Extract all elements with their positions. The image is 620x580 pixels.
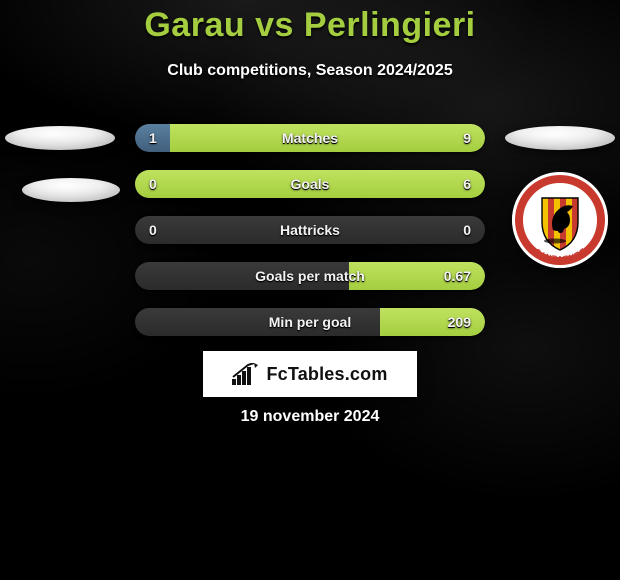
stat-value-right: 6 xyxy=(463,170,471,198)
stat-row: 0Hattricks0 xyxy=(135,216,485,244)
stat-label: Min per goal xyxy=(135,308,485,336)
title: Garau vs Perlingieri xyxy=(0,6,620,45)
right-ellipse-1 xyxy=(505,126,615,150)
stat-label: Matches xyxy=(135,124,485,152)
stat-label: Goals xyxy=(135,170,485,198)
stat-value-right: 9 xyxy=(463,124,471,152)
stat-value-right: 0.67 xyxy=(444,262,471,290)
subtitle: Club competitions, Season 2024/2025 xyxy=(0,62,620,80)
crest-svg: BENEVENTO xyxy=(512,172,608,268)
stat-bars: 1Matches90Goals60Hattricks0Goals per mat… xyxy=(135,124,485,354)
stat-value-right: 0 xyxy=(463,216,471,244)
club-crest: BENEVENTO xyxy=(512,172,608,268)
left-ellipse-2 xyxy=(22,178,120,202)
date: 19 november 2024 xyxy=(0,408,620,426)
stat-row: 1Matches9 xyxy=(135,124,485,152)
left-ellipse-1 xyxy=(5,126,115,150)
watermark: FcTables.com xyxy=(203,351,417,397)
fctables-icon xyxy=(232,363,258,385)
stat-label: Hattricks xyxy=(135,216,485,244)
stat-row: 0Goals6 xyxy=(135,170,485,198)
stat-value-right: 209 xyxy=(448,308,471,336)
stat-row: Goals per match0.67 xyxy=(135,262,485,290)
stat-row: Min per goal209 xyxy=(135,308,485,336)
stat-label: Goals per match xyxy=(135,262,485,290)
watermark-text: FcTables.com xyxy=(266,364,387,385)
comparison-card: Garau vs Perlingieri Club competitions, … xyxy=(0,0,620,580)
